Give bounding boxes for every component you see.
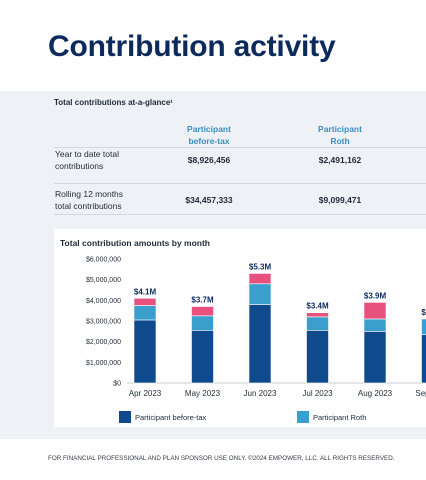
row-label-line: contributions (55, 161, 104, 171)
x-tick-label: Sep 2023 (415, 389, 426, 398)
legend-swatch-before-tax (119, 411, 131, 423)
bar-segment (133, 297, 157, 306)
row-label-line: Rolling 12 months (55, 189, 124, 199)
bar-segment (191, 330, 214, 384)
row-label-rolling: Rolling 12 months total contributions (55, 188, 165, 212)
bar-total-label: $4.1M (134, 287, 157, 296)
x-tick-label: Jun 2023 (244, 389, 277, 398)
bar-segment (248, 304, 272, 384)
table-cell-ytd-roth: $2,491,162 (318, 155, 362, 165)
bar-total-label: $5.3M (249, 262, 272, 271)
column-header-before-tax: Participant before-tax (169, 123, 249, 147)
row-label-line: Year to date total (55, 149, 119, 159)
x-tick-label: Apr 2023 (129, 389, 162, 398)
chart-title: Total contribution amounts by month (60, 238, 210, 248)
table-divider (54, 147, 426, 148)
bar-total-label: $3.7M (191, 296, 214, 305)
legend-swatch-roth (297, 411, 309, 423)
bar-segment (421, 318, 426, 335)
bar-segment (248, 283, 272, 305)
legend-label-before-tax: Participant before-tax (135, 413, 207, 422)
column-header-line: Roth (330, 136, 350, 146)
y-tick-label: $0 (113, 381, 121, 388)
stacked-bar-chart: $0 $1,000,000 $2,000,000 $3,000,000 $4,000,0… (86, 257, 426, 398)
table-divider (54, 183, 426, 184)
column-header-roth: Participant Roth (300, 123, 380, 147)
bar-segment (363, 318, 387, 332)
table-cell-rolling-before-tax: $34,457,333 (185, 195, 233, 205)
bar-segment (133, 319, 157, 384)
table-cell-rolling-roth: $9,099,471 (318, 195, 362, 205)
bar-segment (306, 330, 329, 384)
column-header-line: before-tax (188, 136, 230, 146)
column-header-line: Participant (318, 124, 362, 134)
y-tick-label: $4,000,000 (86, 298, 121, 305)
table-heading: Total contributions at-a-glance¹ (54, 98, 173, 107)
bar-segment (191, 306, 214, 317)
bar-segment (306, 312, 329, 318)
bar-total-label: $3.9M (364, 291, 387, 300)
x-tick-label: Jul 2023 (302, 389, 333, 398)
y-tick-label: $5,000,000 (86, 277, 121, 284)
y-tick-label: $6,000,000 (86, 257, 121, 264)
row-label-line: total contributions (55, 201, 122, 211)
chart-card: Total contribution amounts by month $0 $1… (54, 229, 426, 427)
y-tick-label: $2,000,000 (86, 339, 121, 346)
table-cell-ytd-before-tax: $8,926,456 (187, 155, 231, 165)
column-header-line: Participant (187, 124, 231, 134)
legend-label-roth: Participant Roth (313, 413, 367, 422)
bar-segment (363, 302, 387, 320)
x-tick-label: May 2023 (185, 389, 221, 398)
bar-segment (248, 273, 272, 285)
bar-total-label: $3.1M (421, 308, 426, 317)
table-divider (54, 214, 426, 215)
x-tick-label: Aug 2023 (358, 389, 393, 398)
row-label-ytd: Year to date total contributions (55, 148, 165, 172)
bar-segment (421, 334, 426, 384)
y-tick-label: $1,000,000 (86, 360, 121, 367)
bar-segment (306, 316, 329, 331)
bar-segment (363, 331, 387, 384)
y-tick-label: $3,000,000 (86, 319, 121, 326)
footer-disclaimer: FOR FINANCIAL PROFESSIONAL AND PLAN SPON… (48, 455, 395, 462)
bar-segment (133, 305, 157, 321)
bar-segment (191, 315, 214, 331)
bar-total-label: $3.4M (306, 302, 329, 311)
page-title: Contribution activity (48, 30, 336, 63)
